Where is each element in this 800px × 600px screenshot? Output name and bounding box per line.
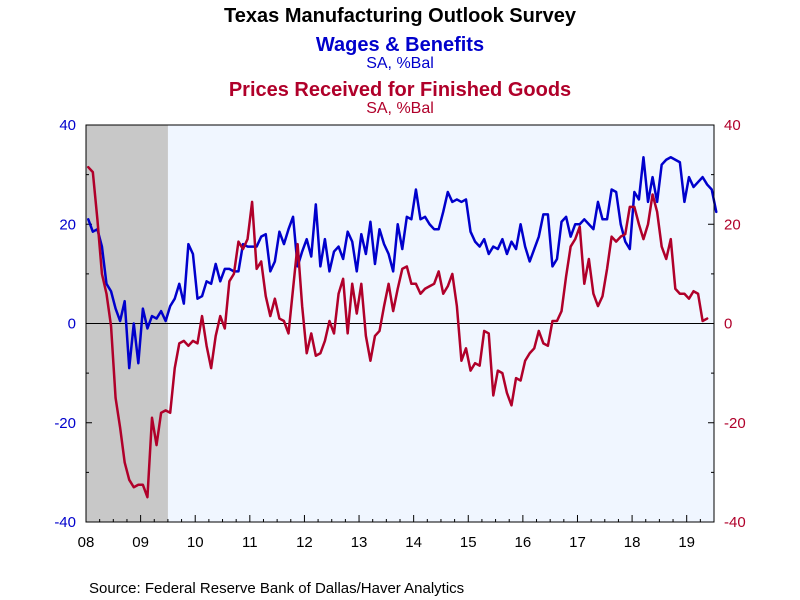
x-tick-label: 13 bbox=[351, 534, 368, 551]
y-tick-right-label: 40 bbox=[724, 117, 741, 134]
y-tick-left-label: 20 bbox=[59, 216, 76, 233]
x-tick-label: 16 bbox=[515, 534, 532, 551]
y-tick-right-label: -20 bbox=[724, 415, 746, 432]
y-tick-right-label: 0 bbox=[724, 316, 732, 333]
series2-subtitle: SA, %Bal bbox=[366, 100, 434, 117]
y-tick-left-label: -20 bbox=[54, 415, 76, 432]
x-tick-label: 17 bbox=[569, 534, 586, 551]
y-tick-left-label: 40 bbox=[59, 117, 76, 134]
x-tick-label: 18 bbox=[624, 534, 641, 551]
x-tick-label: 08 bbox=[78, 534, 95, 551]
y-tick-right-label: 20 bbox=[724, 216, 741, 233]
source-note: Source: Federal Reserve Bank of Dallas/H… bbox=[89, 580, 464, 597]
plot-frame bbox=[85, 124, 715, 523]
x-tick-label: 09 bbox=[132, 534, 149, 551]
series1-subtitle: SA, %Bal bbox=[366, 55, 434, 72]
y-tick-left-label: 0 bbox=[68, 316, 76, 333]
chart-title: Texas Manufacturing Outlook Survey bbox=[224, 5, 577, 27]
series-lines bbox=[87, 156, 718, 499]
series-line-wages bbox=[87, 156, 718, 370]
x-tick-label: 10 bbox=[187, 534, 204, 551]
x-tick-label: 15 bbox=[460, 534, 477, 551]
x-tick-label: 11 bbox=[242, 534, 258, 551]
series-line-prices bbox=[87, 165, 709, 499]
y-tick-right-label: -40 bbox=[724, 514, 746, 531]
x-tick-label: 14 bbox=[405, 534, 422, 551]
series1-title: Wages & Benefits bbox=[316, 34, 484, 56]
x-tick-label: 19 bbox=[678, 534, 695, 551]
y-tick-left-label: -40 bbox=[54, 514, 76, 531]
series2-title: Prices Received for Finished Goods bbox=[229, 79, 571, 101]
x-tick-label: 12 bbox=[296, 534, 313, 551]
